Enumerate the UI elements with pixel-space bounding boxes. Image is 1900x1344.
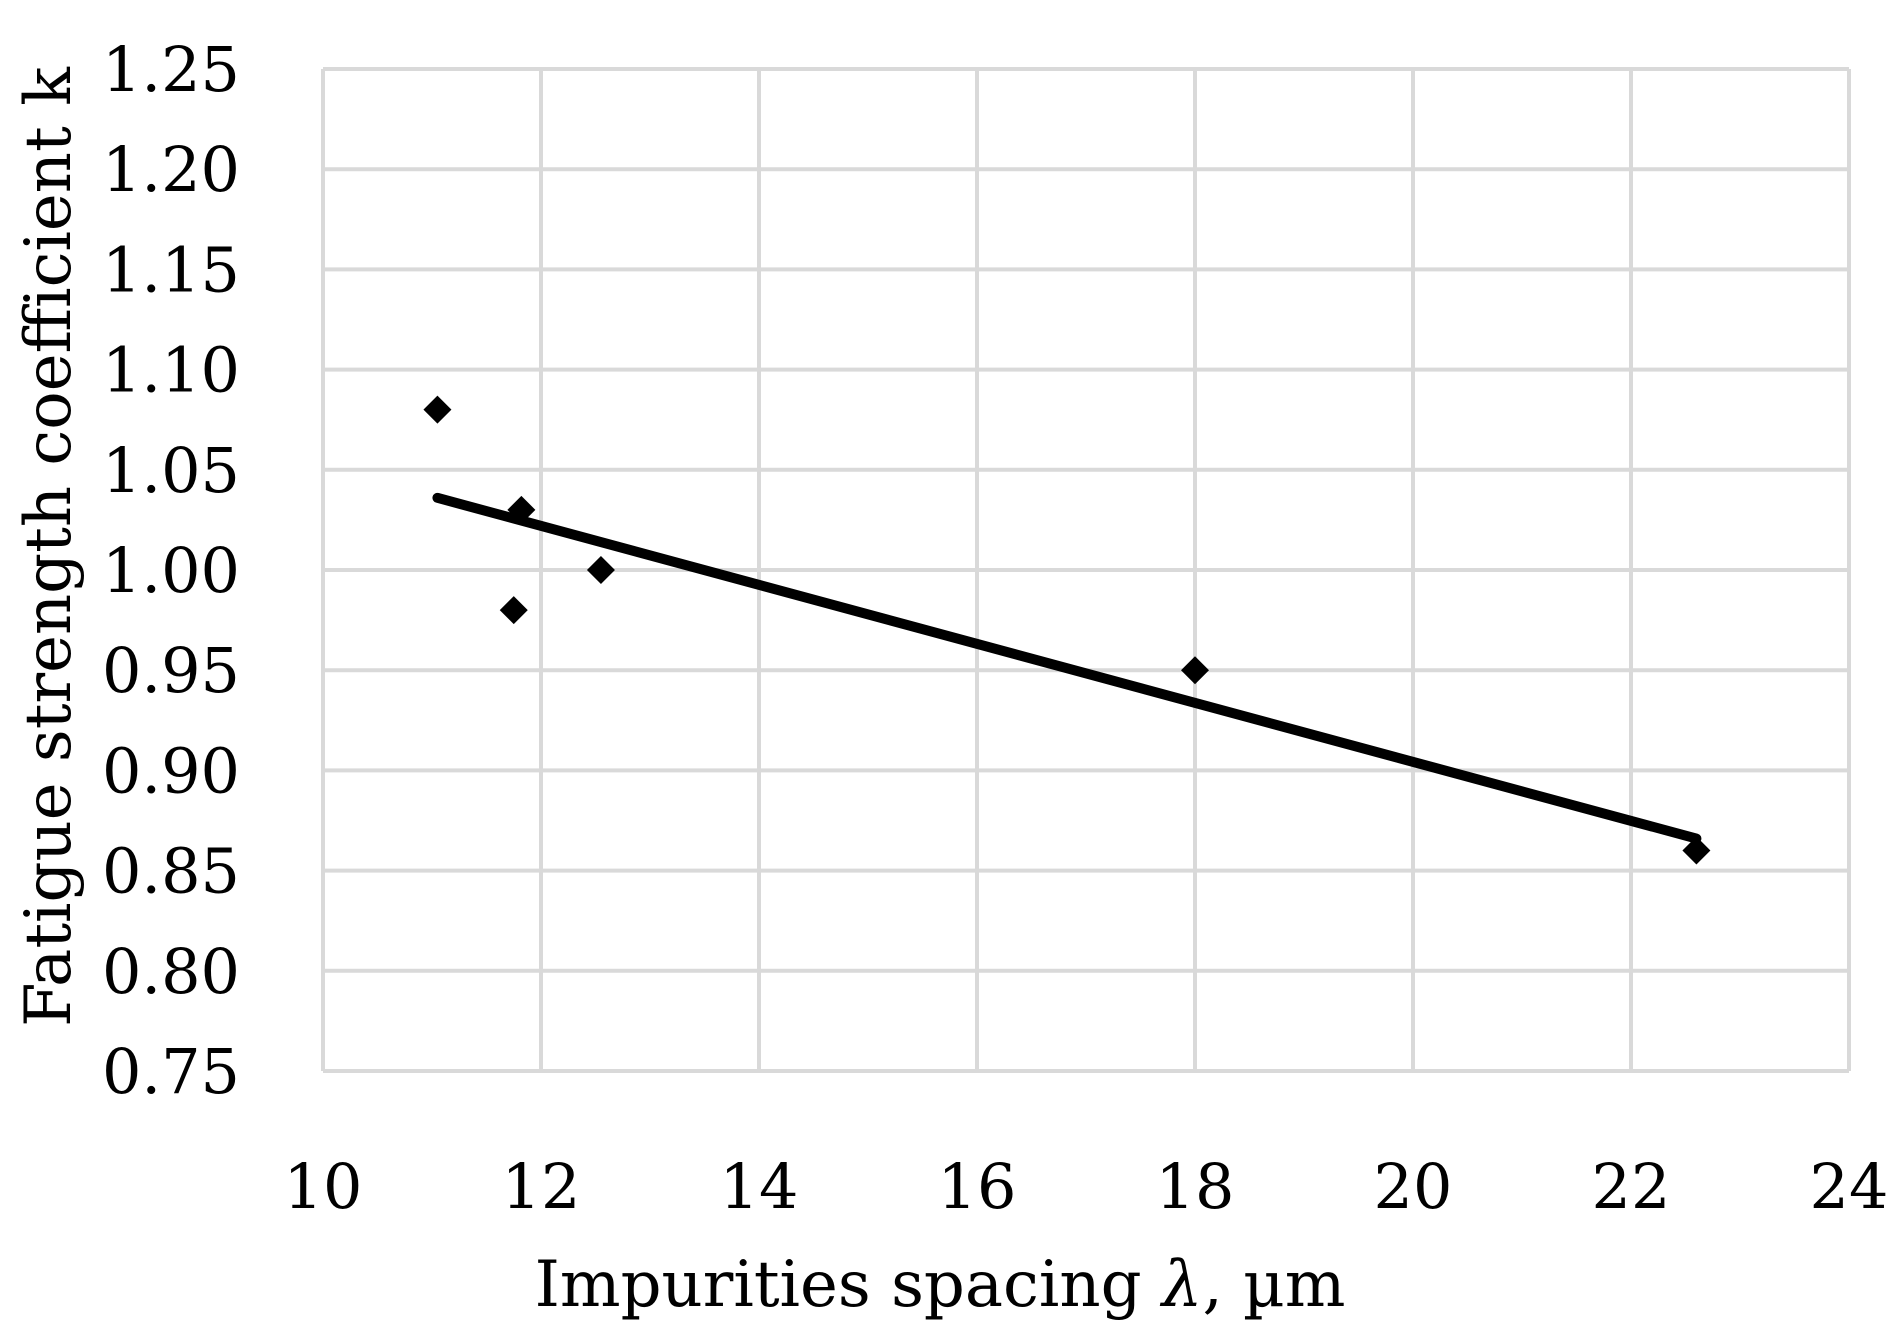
trendline-group [432, 492, 1702, 844]
y-tick-labels: 0.75 0.80 0.85 0.90 0.95 1.00 1.05 1.10 1.15 1.20… [102, 33, 240, 1108]
x-tick-label-3: 16 [938, 1150, 1017, 1223]
y-tick-label-4: 0.95 [102, 634, 240, 707]
x-tick-labels: 10 12 14 16 18 20 22 24 [284, 1150, 1889, 1223]
data-points [423, 395, 1711, 865]
y-tick-label-7: 1.10 [102, 334, 240, 407]
x-tick-label-0: 10 [284, 1150, 363, 1223]
x-tick-label-2: 14 [720, 1150, 799, 1223]
x-tick-label-4: 18 [1156, 1150, 1235, 1223]
grid [321, 67, 1851, 1073]
data-point-3 [586, 556, 615, 584]
x-tick-label-5: 20 [1374, 1150, 1453, 1223]
x-axis-title-main: Impurities spacing [535, 1248, 1162, 1322]
y-axis-title: Fatigue strength coefficient k [12, 66, 86, 1027]
y-tick-label-2: 0.85 [102, 835, 240, 908]
data-point-1 [499, 596, 528, 625]
x-tick-label-7: 24 [1810, 1150, 1889, 1223]
y-tick-label-10: 1.25 [102, 33, 240, 106]
data-point-2 [507, 495, 536, 524]
data-point-0 [423, 395, 452, 424]
x-axis-title: Impurities spacing λ, µm [535, 1248, 1346, 1322]
y-tick-label-0: 0.75 [102, 1035, 240, 1108]
x-axis-title-unit: , µm [1202, 1248, 1345, 1322]
x-tick-label-1: 12 [502, 1150, 581, 1223]
y-tick-label-1: 0.80 [102, 935, 240, 1008]
y-tick-label-5: 1.00 [102, 534, 240, 607]
y-tick-label-9: 1.20 [102, 133, 240, 206]
y-tick-label-6: 1.05 [102, 434, 240, 507]
trendline [432, 492, 1702, 844]
x-axis-title-symbol: λ [1159, 1248, 1203, 1322]
y-tick-label-3: 0.90 [102, 734, 240, 807]
x-tick-label-6: 22 [1592, 1150, 1671, 1223]
y-tick-label-8: 1.15 [102, 233, 240, 306]
data-point-5 [1682, 836, 1711, 865]
data-point-4 [1181, 656, 1209, 685]
